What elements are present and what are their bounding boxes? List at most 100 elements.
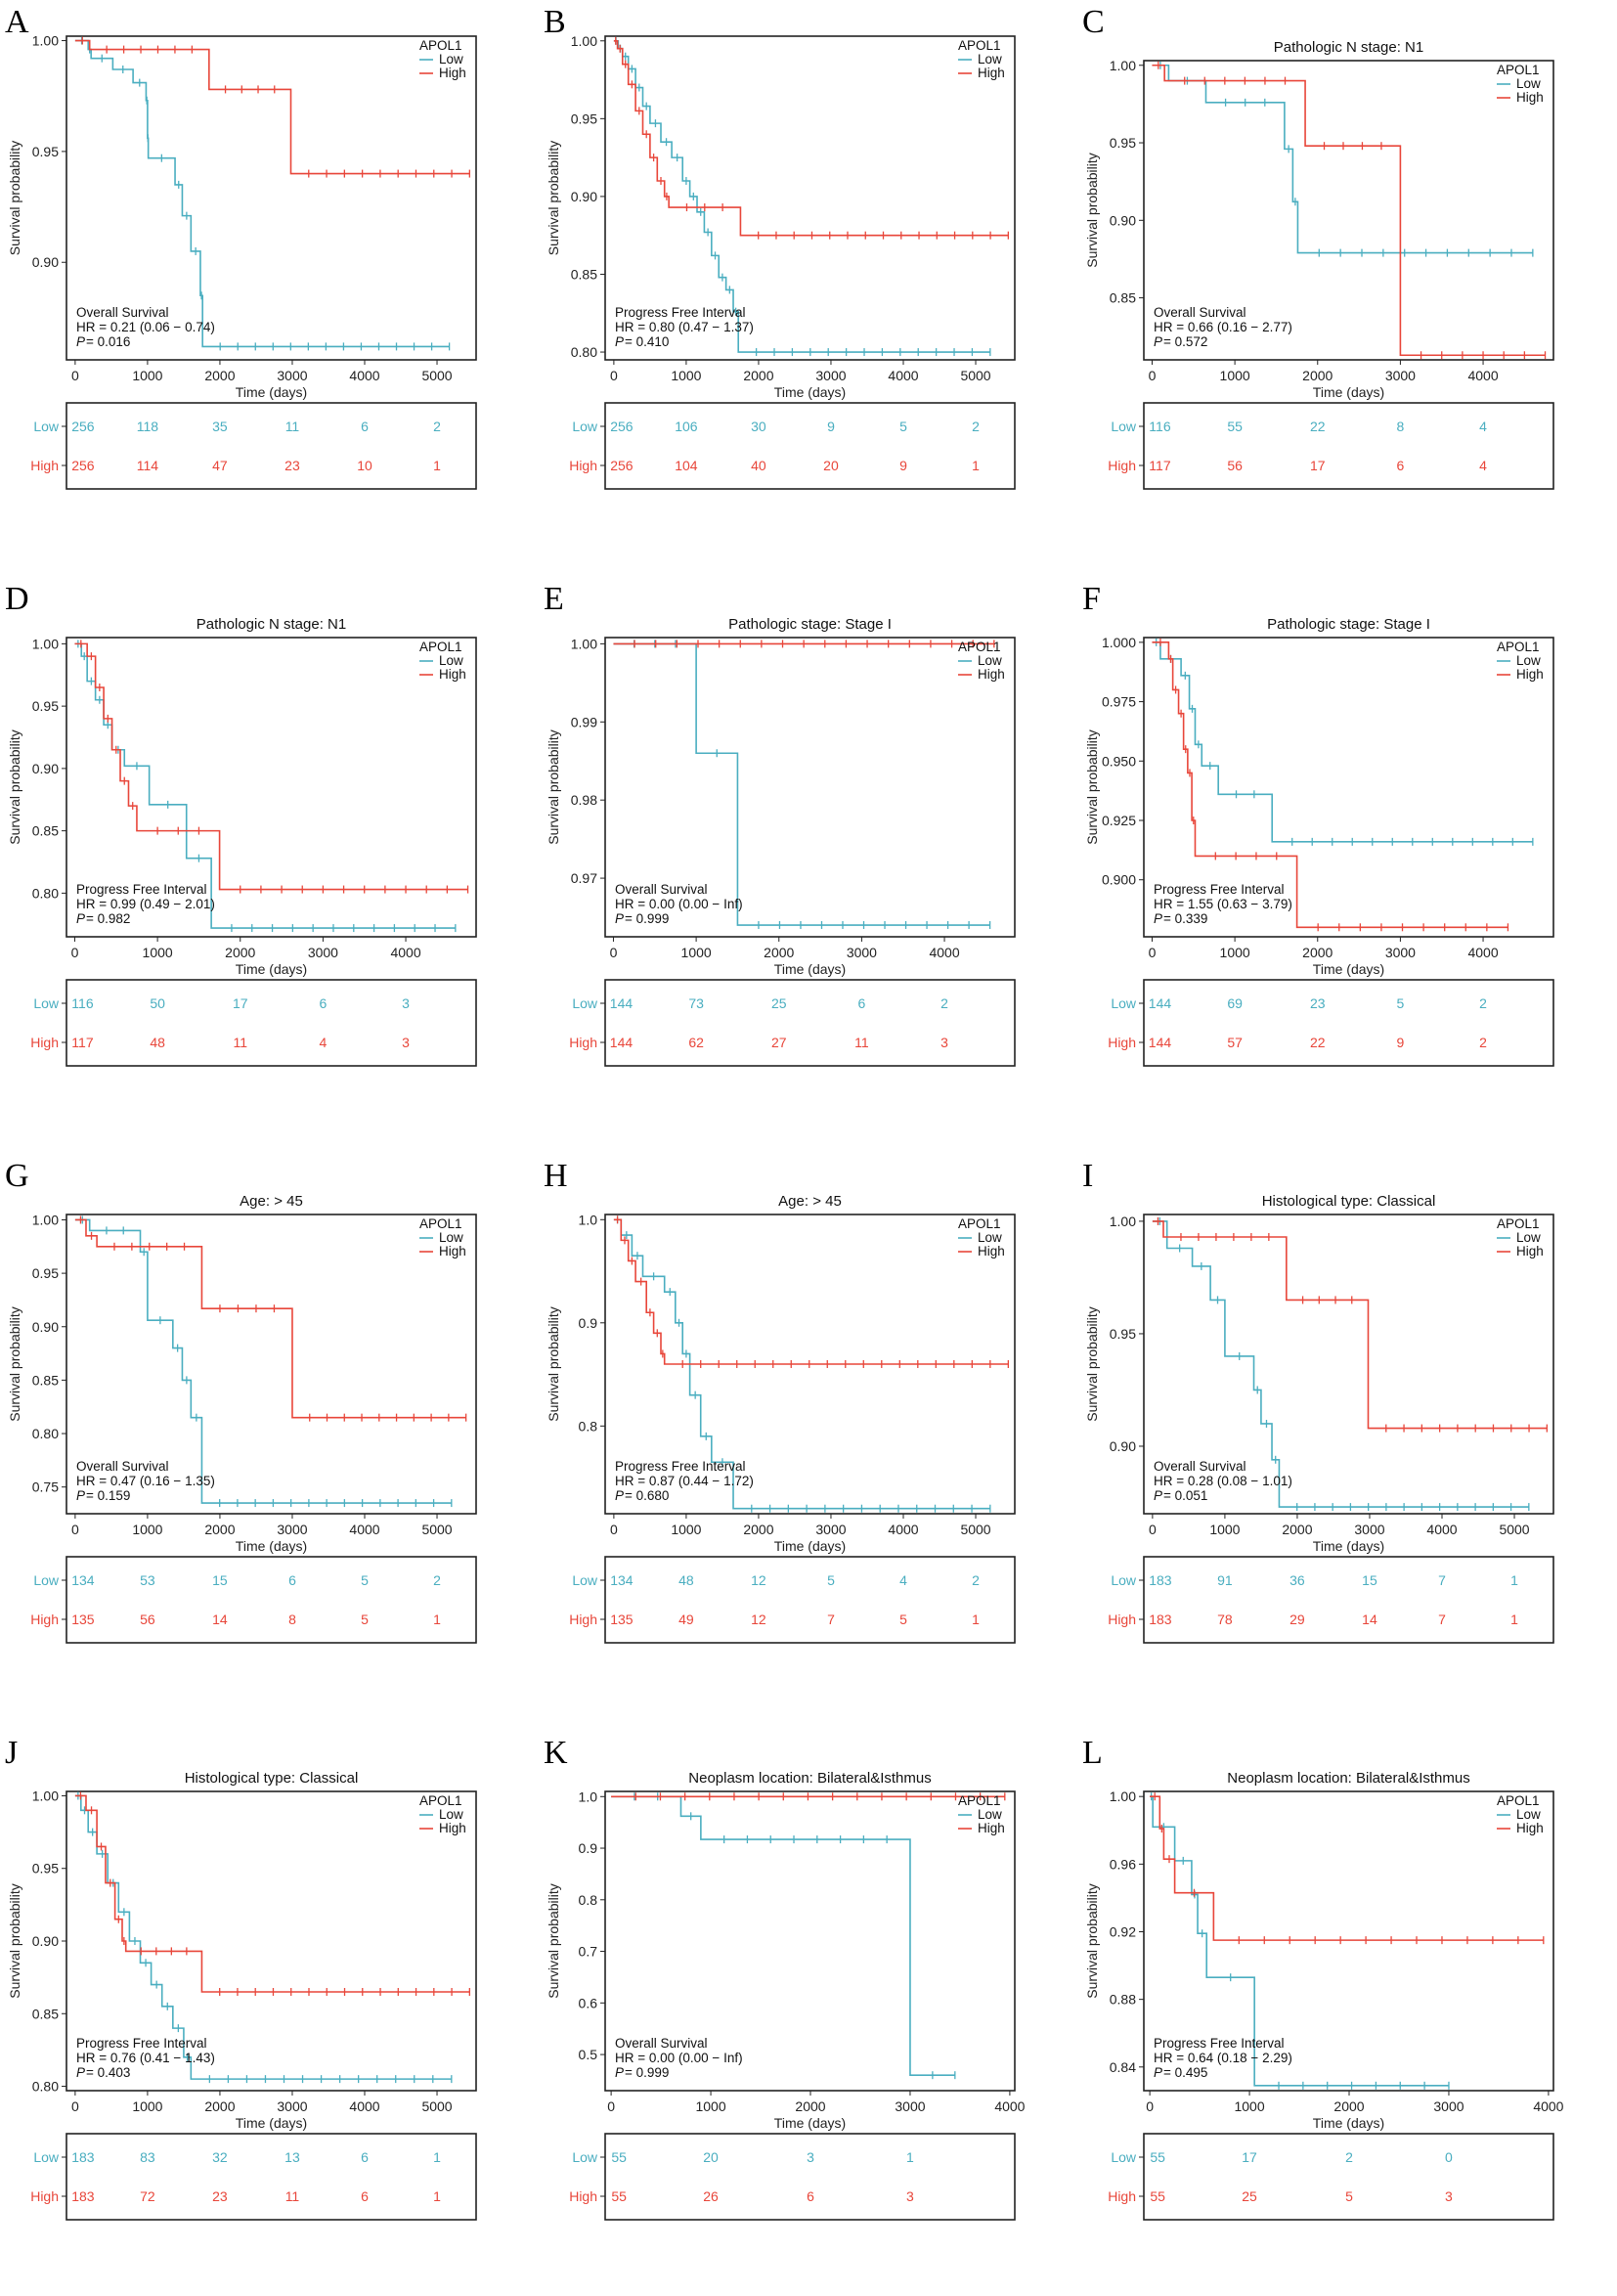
risk-count-low: 55 [1150,2149,1165,2165]
risk-count-high: 6 [361,2188,369,2204]
x-axis-label: Time (days) [774,961,846,977]
km-curve-high [613,39,1009,237]
risk-table-frame [66,1556,477,1644]
risk-count-low: 144 [610,995,634,1011]
plot-frame [604,637,1016,938]
km-panel-c: C Pathologic N stage: N1 1.00 0.95 0.90 0.85 S… [1077,0,1616,565]
legend-label-low: Low [978,1230,1002,1245]
risk-count-high: 20 [823,458,839,473]
p-symbol: P [615,911,624,926]
y-tick-label: 0.95 [32,1265,59,1281]
panel-label: F [1082,581,1101,617]
x-tick-label: 3000 [815,368,846,383]
p-value: = 0.572 [1163,334,1207,349]
x-tick-label: 5000 [421,1522,452,1537]
hazard-ratio: HR = 0.64 (0.18 − 2.29) [1154,2051,1292,2065]
y-axis-label: Survival probability [546,141,561,256]
risk-count-low: 5 [1397,995,1405,1011]
panel-label: J [5,1735,18,1771]
risk-count-high: 117 [71,1035,94,1050]
km-plot: F Pathologic stage: Stage I 1.000 0.975 0.95… [1082,581,1554,1067]
y-tick-label: 0.95 [32,1861,59,1877]
km-panel-e: E Pathologic stage: Stage I 1.00 0.99 0.98 0.… [539,577,1077,1142]
risk-count-high: 5 [899,1612,907,1627]
x-axis-label: Time (days) [774,384,846,400]
x-tick-label: 3000 [1433,2098,1464,2114]
risk-row-label-low: Low [1111,995,1137,1011]
legend-label-low: Low [439,653,463,668]
y-tick-label: 0.92 [1110,1923,1136,1939]
risk-count-low: 256 [610,419,634,434]
risk-count-high: 4 [320,1035,328,1050]
x-tick-label: 4000 [349,1522,379,1537]
risk-count-high: 1 [433,2188,441,2204]
risk-count-high: 29 [1289,1612,1305,1627]
endpoint-label: Progress Free Interval [1154,882,1285,897]
risk-row-label-high: High [30,1035,59,1050]
p-value: = 0.999 [625,911,669,926]
p-value: = 0.410 [625,334,669,349]
x-tick-label: 5000 [1499,1522,1529,1537]
y-tick-label: 0.90 [571,189,597,204]
x-tick-label: 2000 [204,2098,235,2114]
x-tick-label: 4000 [1426,1522,1457,1537]
risk-count-high: 183 [71,2188,95,2204]
risk-count-high: 256 [71,458,95,473]
x-tick-label: 3000 [277,1522,307,1537]
y-tick-label: 1.00 [571,33,597,49]
risk-count-low: 15 [212,1572,228,1588]
hazard-ratio: HR = 0.66 (0.16 − 2.77) [1154,320,1292,334]
x-tick-label: 3000 [277,2098,307,2114]
p-symbol: P [1154,1488,1162,1503]
x-tick-label: 3000 [308,945,338,960]
y-tick-label: 1.00 [32,1212,59,1227]
km-curve-low [1152,641,1533,843]
y-tick-label: 0.90 [32,1933,59,1949]
x-tick-label: 1000 [671,1522,701,1537]
risk-count-high: 12 [751,1612,766,1627]
y-tick-label: 0.90 [32,254,59,270]
risk-count-low: 116 [71,995,94,1011]
plot-frame [604,35,1016,361]
risk-count-low: 118 [137,419,159,434]
y-tick-label: 0.90 [32,1319,59,1335]
legend-label-low: Low [978,653,1002,668]
p-symbol: P [615,2065,624,2080]
risk-count-high: 9 [1397,1035,1405,1050]
x-axis-label: Time (days) [1313,961,1384,977]
y-tick-label: 0.90 [1110,212,1136,228]
risk-count-low: 69 [1227,995,1243,1011]
risk-row-label-high: High [30,2188,59,2204]
legend-label-high: High [1516,1821,1544,1835]
p-value: = 0.051 [1163,1488,1207,1503]
x-tick-label: 2000 [1302,945,1333,960]
risk-count-low: 12 [751,1572,766,1588]
hazard-ratio: HR = 0.00 (0.00 − Inf) [615,897,743,911]
risk-count-high: 25 [1242,2188,1257,2204]
legend-title: APOL1 [1497,1216,1540,1231]
y-tick-label: 0.80 [32,1426,59,1441]
risk-row-label-high: High [569,2188,597,2204]
x-tick-label: 1000 [143,945,173,960]
legend-label-low: Low [1516,653,1541,668]
km-panel-a: A 1.00 0.95 0.90 Survival probability 0 1000 20… [0,0,539,565]
risk-count-high: 14 [1362,1612,1377,1627]
hazard-ratio: HR = 0.21 (0.06 − 0.74) [76,320,215,334]
panel-title: Age: > 45 [778,1193,842,1210]
endpoint-label: Progress Free Interval [76,2036,207,2051]
km-panel-f: F Pathologic stage: Stage I 1.000 0.975 0.95… [1077,577,1616,1142]
km-plot: E Pathologic stage: Stage I 1.00 0.99 0.98 0.… [544,581,1016,1067]
x-tick-label: 0 [610,945,618,960]
risk-count-high: 26 [703,2188,719,2204]
plot-frame [604,1790,1016,2092]
risk-count-low: 20 [703,2149,719,2165]
risk-table-frame [604,402,1016,490]
risk-count-low: 2 [972,419,980,434]
y-tick-label: 1.00 [571,636,597,651]
risk-count-high: 62 [688,1035,704,1050]
y-axis-label: Survival probability [7,729,22,845]
legend-label-low: Low [1516,76,1541,91]
x-tick-label: 4000 [349,368,379,383]
km-plot: K Neoplasm location: Bilateral&Isthmus 1.0… [544,1735,1026,2221]
x-tick-label: 0 [610,368,618,383]
